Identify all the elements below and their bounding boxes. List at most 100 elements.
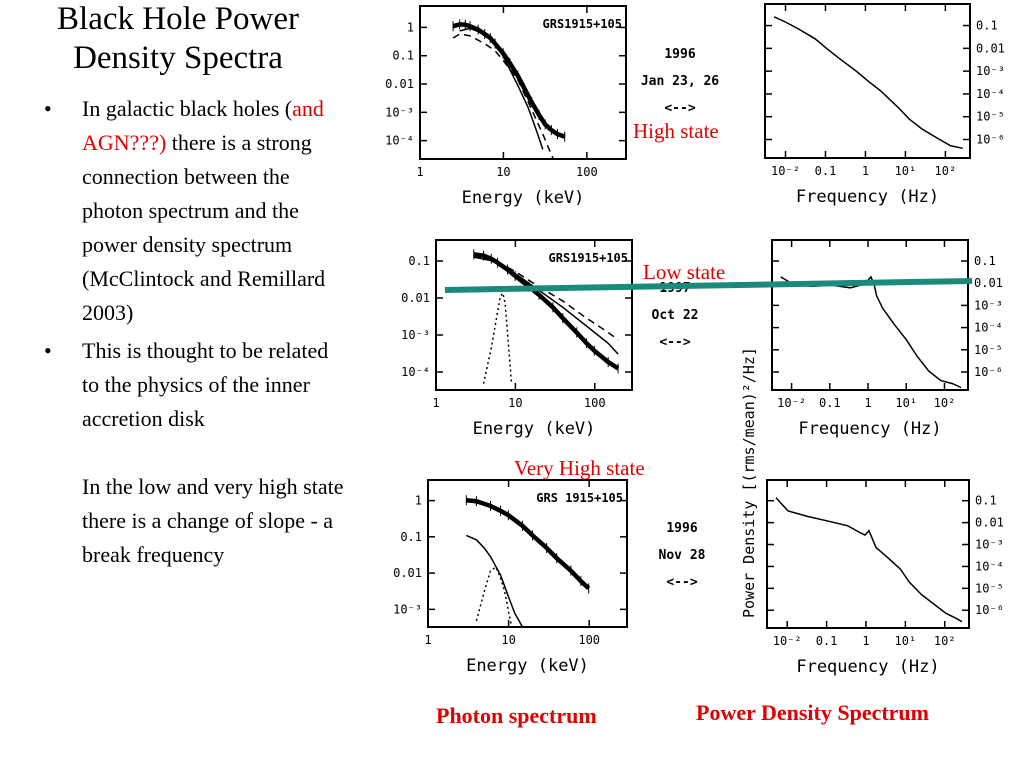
photon-veryhigh-frame <box>427 479 628 628</box>
photon-high-ytick-label: 0.01 <box>385 77 414 91</box>
pds-low-ytick-label: 0.01 <box>974 276 1003 290</box>
pds-low-frame <box>771 239 969 391</box>
pds-high-plot: 10⁻² 0.1 1 10¹ 10² 0.1 0.01 10⁻³ 10⁻⁴ 10⁻⁵ 10⁻⁶ Fre… <box>764 3 1005 207</box>
title-line-1: Black Hole Power <box>57 1 299 37</box>
photon-low-frame <box>435 239 633 391</box>
pds-high-ytick-label: 0.1 <box>976 19 998 33</box>
photon-high-series-1 <box>452 33 554 160</box>
photon-low-epoch-1: Oct 22 <box>652 308 699 323</box>
pds-veryhigh-xtick-label: 10¹ <box>895 634 917 648</box>
photon-low-epoch-2: <--> <box>659 335 690 350</box>
column-label-pds: Power Density Spectrum <box>696 700 929 725</box>
pds-low-plot: 10⁻² 0.1 1 10¹ 10² 0.1 0.01 10⁻³ 10⁻⁴ 10⁻⁵ 10⁻⁶ Fre… <box>771 239 1003 439</box>
photon-veryhigh-ytick-label: 0.1 <box>400 530 422 544</box>
pds-low-xtick-label: 1 <box>864 396 871 410</box>
pds-high-frame <box>764 3 971 159</box>
photon-high-epoch-0: 1996 <box>664 47 695 62</box>
pds-low-ytick-label: 0.1 <box>974 254 996 268</box>
bullet-2-text: This is thought to be related to the phy… <box>82 338 329 431</box>
pds-veryhigh-plot: 10⁻² 0.1 1 10¹ 10² 0.1 0.01 10⁻³ 10⁻⁴ 10⁻⁵ 10⁻⁶ Fre… <box>766 479 1004 677</box>
photon-low-series-2 <box>473 256 619 341</box>
photon-high-ytick-label: 1 <box>407 20 414 34</box>
photon-low-xtick-label: 10 <box>508 396 522 410</box>
pds-high-ytick-label: 10⁻⁶ <box>976 133 1005 147</box>
photon-high-series-2 <box>459 27 544 150</box>
photon-high-xtick-label: 100 <box>576 165 598 179</box>
photon-high-frame <box>419 5 627 160</box>
pds-veryhigh-ytick-label: 0.1 <box>975 494 997 508</box>
photon-veryhigh-ytick-label: 10⁻³ <box>393 602 422 616</box>
pds-low-xtick-label: 10² <box>934 396 956 410</box>
pds-veryhigh-xtick-label: 0.1 <box>816 634 838 648</box>
photon-high-ytick-label: 0.1 <box>392 49 414 63</box>
state-label-low: Low state <box>643 260 725 284</box>
pds-veryhigh-xtick-label: 10⁻² <box>773 634 802 648</box>
state-label-very-high: Very High state <box>514 456 645 480</box>
pds-high-xlabel: Frequency (Hz) <box>796 187 939 207</box>
pds-low-xtick-label: 10⁻² <box>777 396 806 410</box>
photon-veryhigh-ytick-label: 1 <box>415 494 422 508</box>
photon-veryhigh-epoch-0: 1996 <box>666 521 697 536</box>
photon-low-annotation: GRS1915+105 <box>549 251 628 265</box>
photon-veryhigh-plot: 1 10 100 1 0.1 0.01 10⁻³ Energy (keV) GRS 1915+1… <box>393 479 706 676</box>
photon-low-series-0 <box>473 252 620 371</box>
photon-veryhigh-epoch-1: Nov 28 <box>659 548 706 563</box>
pds-veryhigh-xtick-label: 1 <box>862 634 869 648</box>
photon-high-epoch-1: Jan 23, 26 <box>641 74 719 89</box>
photon-low-series-3 <box>482 291 513 384</box>
column-label-photon: Photon spectrum <box>436 703 597 728</box>
photon-high-ytick-label: 10⁻⁴ <box>385 134 414 148</box>
pds-high-ytick-label: 10⁻⁵ <box>976 110 1005 124</box>
pds-veryhigh-ytick-label: 10⁻³ <box>975 538 1004 552</box>
photon-low-xtick-label: 1 <box>432 396 439 410</box>
pds-low-ytick-label: 10⁻³ <box>974 298 1003 312</box>
pds-high-xtick-label: 0.1 <box>815 164 837 178</box>
pds-low-xlabel: Frequency (Hz) <box>798 419 941 439</box>
photon-veryhigh-xtick-label: 1 <box>424 633 431 647</box>
highlight-line <box>444 278 973 293</box>
photon-high-annotation: GRS1915+105 <box>543 17 622 31</box>
pds-low-ytick-label: 10⁻⁶ <box>974 365 1003 379</box>
pds-high-xtick-label: 10⁻² <box>771 164 800 178</box>
pds-high-ytick-label: 0.01 <box>976 41 1005 55</box>
photon-low-ytick-label: 0.1 <box>408 254 430 268</box>
photon-high-ytick-label: 10⁻³ <box>385 105 414 119</box>
photon-low-ytick-label: 10⁻³ <box>401 328 430 342</box>
pds-veryhigh-ytick-label: 10⁻⁵ <box>975 581 1004 595</box>
pds-high-ytick-label: 10⁻³ <box>976 64 1005 78</box>
bullet-2: This is thought to be related to the phy… <box>44 334 344 572</box>
bullet-1-text-a: In galactic black holes ( <box>82 96 293 121</box>
pds-veryhigh-series-0 <box>775 497 963 623</box>
pds-veryhigh-xlabel: Frequency (Hz) <box>796 657 939 677</box>
photon-veryhigh-ytick-label: 0.01 <box>393 566 422 580</box>
photon-veryhigh-xtick-label: 100 <box>578 633 600 647</box>
photon-high-xlabel: Energy (keV) <box>462 188 585 208</box>
bullet-1-text-b: there is a strong connection between the… <box>82 130 326 325</box>
photon-high-xtick-label: 10 <box>496 165 510 179</box>
state-label-high: High state <box>633 119 719 143</box>
photon-veryhigh-xtick-label: 10 <box>501 633 515 647</box>
pds-high-xtick-label: 10² <box>935 164 957 178</box>
pds-high-series-0 <box>773 16 963 150</box>
photon-veryhigh-series-2 <box>475 566 513 628</box>
photon-high-plot: 1 10 100 1 0.1 0.01 10⁻³ 10⁻⁴ Energy (keV) GRS191… <box>385 5 719 208</box>
pds-low-xtick-label: 10¹ <box>895 396 917 410</box>
pds-veryhigh-ytick-label: 10⁻⁶ <box>975 603 1004 617</box>
photon-veryhigh-series-0 <box>466 497 591 591</box>
photon-low-ytick-label: 0.01 <box>401 291 430 305</box>
slide-title: Black Hole Power Density Spectra <box>8 0 348 78</box>
photon-high-xtick-label: 1 <box>416 165 423 179</box>
pds-axis-label: Power Density [(rms/mean)²/Hz] <box>740 347 758 618</box>
photon-low-ytick-label: 10⁻⁴ <box>401 365 430 379</box>
photon-low-series-1 <box>473 256 619 355</box>
photon-high-series-0 <box>452 22 566 139</box>
title-line-2: Density Spectra <box>73 40 283 76</box>
photon-veryhigh-xlabel: Energy (keV) <box>466 656 589 676</box>
plot-panels: 1 10 100 1 0.1 0.01 10⁻³ 10⁻⁴ Energy (keV) GRS191… <box>385 3 1005 677</box>
bullet-1-red-text: and AGN???) <box>82 96 324 155</box>
photon-veryhigh-series-1 <box>466 534 524 628</box>
photon-low-plot: 1 10 100 0.1 0.01 10⁻³ 10⁻⁴ Energy (keV) GRS1915… <box>401 239 699 439</box>
pds-veryhigh-frame <box>766 479 970 629</box>
pds-high-xtick-label: 1 <box>862 164 869 178</box>
